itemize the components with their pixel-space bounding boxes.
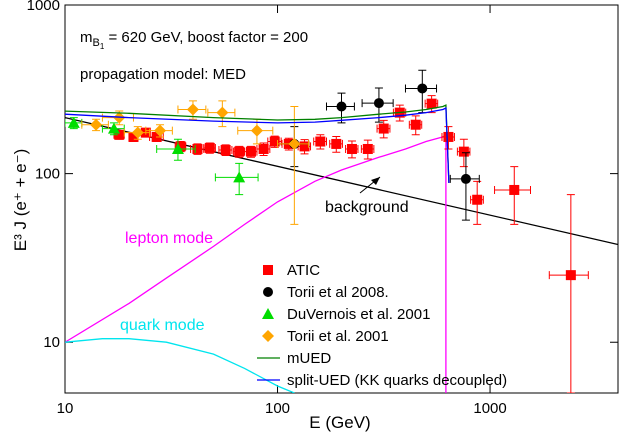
marker <box>288 137 301 150</box>
marker <box>263 287 273 297</box>
marker <box>410 119 421 130</box>
param-m: m <box>80 29 93 46</box>
marker <box>128 131 139 142</box>
marker <box>216 106 229 119</box>
marker <box>426 98 437 109</box>
param-subsub: 1 <box>100 42 105 51</box>
marker <box>186 103 199 116</box>
param-rest: = 620 GeV, boost factor = 200 <box>104 29 308 46</box>
line-label: quark mode <box>120 317 205 334</box>
marker <box>417 83 428 94</box>
marker <box>171 142 184 154</box>
marker <box>315 136 326 147</box>
marker <box>263 265 273 275</box>
legend-label: Torii et al. 2001 <box>287 328 389 345</box>
marker <box>175 141 186 152</box>
y-tick-label: 1000 <box>27 0 60 14</box>
marker <box>204 142 215 153</box>
marker <box>250 124 263 137</box>
marker <box>245 146 256 157</box>
x-tick-label: 100 <box>265 400 290 417</box>
marker <box>233 171 246 183</box>
arrow-head <box>371 177 380 185</box>
marker <box>336 101 347 112</box>
marker <box>269 136 280 147</box>
marker <box>346 143 357 154</box>
marker <box>458 146 469 157</box>
marker <box>378 123 389 134</box>
plot-area <box>65 69 618 393</box>
marker <box>565 270 576 281</box>
plot-frame <box>64 4 619 394</box>
annotation: propagation model: MED <box>80 66 246 83</box>
legend-label: ATIC <box>287 262 320 279</box>
marker <box>114 129 125 140</box>
marker <box>154 124 167 137</box>
x-axis-label: E (GeV) <box>309 413 370 432</box>
marker <box>373 98 384 109</box>
legend-label: DuVernois et al. 2001 <box>287 306 430 323</box>
marker <box>67 116 80 128</box>
line-label: lepton mode <box>125 230 213 247</box>
marker <box>472 194 483 205</box>
marker <box>262 308 274 319</box>
x-tick-label: 10 <box>57 400 74 417</box>
marker <box>192 143 203 154</box>
param-sub: B <box>93 37 100 49</box>
error-bar <box>461 152 470 221</box>
marker <box>107 122 120 134</box>
marker <box>460 173 471 184</box>
marker <box>220 145 231 156</box>
legend-label: split-UED (KK quarks decoupled) <box>287 372 507 389</box>
y-tick-label: 10 <box>43 334 60 351</box>
line <box>65 338 295 393</box>
marker <box>90 118 103 131</box>
legend-label: mUED <box>287 350 331 367</box>
y-tick-label: 100 <box>35 166 60 183</box>
error-bar <box>510 166 519 225</box>
line-label: background <box>325 199 409 216</box>
marker <box>262 330 274 342</box>
marker <box>131 126 144 139</box>
marker <box>234 146 245 157</box>
parameter-label: mB1 = 620 GeV, boost factor = 200 <box>80 29 308 51</box>
x-tick-label: 1000 <box>473 400 506 417</box>
line <box>65 133 447 393</box>
y-axis-label: E³ J (e⁺ + e⁻) <box>11 149 30 252</box>
legend-label: Torii et al 2008. <box>287 284 389 301</box>
marker <box>258 143 269 154</box>
marker <box>299 141 310 152</box>
marker <box>331 138 342 149</box>
marker <box>362 143 373 154</box>
marker <box>443 131 454 142</box>
error-bar <box>290 106 299 225</box>
line <box>65 106 450 184</box>
error-bar <box>566 194 575 393</box>
marker <box>509 184 520 195</box>
line <box>65 104 450 184</box>
